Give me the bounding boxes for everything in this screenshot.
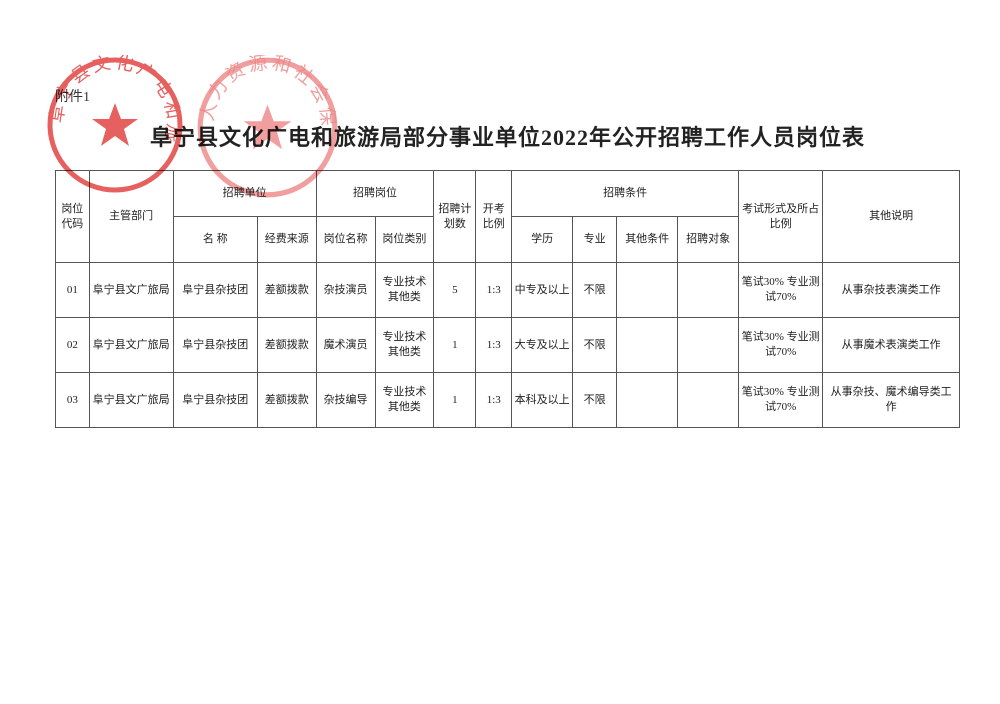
cell-remark: 从事杂技表演类工作 — [823, 263, 960, 318]
th-dept: 主管部门 — [89, 171, 173, 263]
page-title: 阜宁县文化广电和旅游局部分事业单位2022年公开招聘工作人员岗位表 — [55, 120, 960, 152]
cell-post_name: 魔术演员 — [316, 318, 375, 373]
cell-edu: 中专及以上 — [512, 263, 573, 318]
th-post-type: 岗位类别 — [375, 217, 434, 263]
cell-unit_name: 阜宁县杂技团 — [173, 373, 257, 428]
table-row: 01阜宁县文广旅局阜宁县杂技团差额拨款杂技演员专业技术其他类51:3中专及以上不… — [56, 263, 960, 318]
svg-text:人力资源和社会保障: 人力资源和社会保障 — [195, 55, 338, 130]
table-header: 岗位代码 主管部门 招聘单位 招聘岗位 招聘计划数 开考比例 招聘条件 考试形式… — [56, 171, 960, 263]
th-cond-target: 招聘对象 — [678, 217, 739, 263]
th-cond-edu: 学历 — [512, 217, 573, 263]
cell-exam: 笔试30% 专业测试70% — [739, 318, 823, 373]
cell-exam: 笔试30% 专业测试70% — [739, 263, 823, 318]
cell-post_name: 杂技编导 — [316, 373, 375, 428]
cell-major: 不限 — [573, 318, 617, 373]
attachment-label: 附件1 — [55, 86, 90, 106]
cell-edu: 本科及以上 — [512, 373, 573, 428]
cell-plan: 1 — [434, 373, 476, 428]
cell-plan: 1 — [434, 318, 476, 373]
cell-code: 03 — [56, 373, 90, 428]
th-cond-group: 招聘条件 — [512, 171, 739, 217]
cell-unit_fund: 差额拨款 — [257, 318, 316, 373]
cell-post_name: 杂技演员 — [316, 263, 375, 318]
cell-edu: 大专及以上 — [512, 318, 573, 373]
table-body: 01阜宁县文广旅局阜宁县杂技团差额拨款杂技演员专业技术其他类51:3中专及以上不… — [56, 263, 960, 428]
cell-remark: 从事杂技、魔术编导类工作 — [823, 373, 960, 428]
cell-unit_fund: 差额拨款 — [257, 263, 316, 318]
th-ratio: 开考比例 — [476, 171, 512, 263]
th-unit-name: 名 称 — [173, 217, 257, 263]
cell-dept: 阜宁县文广旅局 — [89, 263, 173, 318]
cell-ratio: 1:3 — [476, 373, 512, 428]
table-row: 03阜宁县文广旅局阜宁县杂技团差额拨款杂技编导专业技术其他类11:3本科及以上不… — [56, 373, 960, 428]
cell-plan: 5 — [434, 263, 476, 318]
cell-unit_name: 阜宁县杂技团 — [173, 263, 257, 318]
cell-target — [678, 263, 739, 318]
cell-code: 02 — [56, 318, 90, 373]
cell-unit_name: 阜宁县杂技团 — [173, 318, 257, 373]
th-cond-other: 其他条件 — [617, 217, 678, 263]
recruitment-table: 岗位代码 主管部门 招聘单位 招聘岗位 招聘计划数 开考比例 招聘条件 考试形式… — [55, 170, 960, 428]
cell-post_type: 专业技术其他类 — [375, 373, 434, 428]
cell-ratio: 1:3 — [476, 318, 512, 373]
table-row: 02阜宁县文广旅局阜宁县杂技团差额拨款魔术演员专业技术其他类11:3大专及以上不… — [56, 318, 960, 373]
cell-unit_fund: 差额拨款 — [257, 373, 316, 428]
cell-major: 不限 — [573, 263, 617, 318]
cell-target — [678, 318, 739, 373]
cell-other — [617, 318, 678, 373]
cell-ratio: 1:3 — [476, 263, 512, 318]
cell-remark: 从事魔术表演类工作 — [823, 318, 960, 373]
cell-dept: 阜宁县文广旅局 — [89, 318, 173, 373]
th-remark: 其他说明 — [823, 171, 960, 263]
th-post-name: 岗位名称 — [316, 217, 375, 263]
cell-code: 01 — [56, 263, 90, 318]
th-code: 岗位代码 — [56, 171, 90, 263]
cell-exam: 笔试30% 专业测试70% — [739, 373, 823, 428]
th-unit-group: 招聘单位 — [173, 171, 316, 217]
document-page: 附件1 阜宁县文化广电和旅游局 人力资源和社会保障 阜宁县文化广电和旅游局部分事… — [0, 0, 1000, 704]
seal-right-text: 人力资源和社会保障 — [195, 55, 338, 130]
th-cond-major: 专业 — [573, 217, 617, 263]
cell-other — [617, 373, 678, 428]
cell-target — [678, 373, 739, 428]
cell-major: 不限 — [573, 373, 617, 428]
cell-other — [617, 263, 678, 318]
th-exam: 考试形式及所占比例 — [739, 171, 823, 263]
th-post-group: 招聘岗位 — [316, 171, 434, 217]
cell-post_type: 专业技术其他类 — [375, 318, 434, 373]
cell-dept: 阜宁县文广旅局 — [89, 373, 173, 428]
th-plan: 招聘计划数 — [434, 171, 476, 263]
cell-post_type: 专业技术其他类 — [375, 263, 434, 318]
th-unit-fund: 经费来源 — [257, 217, 316, 263]
